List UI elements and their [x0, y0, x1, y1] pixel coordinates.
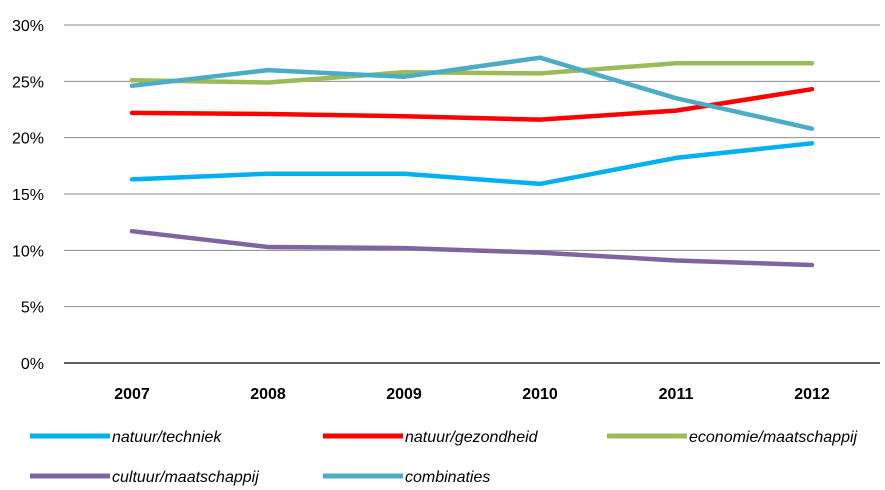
legend-label: combinaties	[405, 469, 490, 486]
y-tick-label: 5%	[21, 300, 44, 317]
series-line	[129, 61, 815, 85]
y-tick-label: 15%	[12, 187, 44, 204]
y-tick-label: 10%	[12, 243, 44, 260]
series-line	[129, 228, 815, 268]
legend-label: cultuur/maatschappij	[112, 469, 259, 486]
series-line	[129, 55, 815, 131]
series-line	[129, 86, 815, 122]
series-line	[129, 141, 815, 187]
x-tick-label: 2010	[522, 386, 558, 403]
x-tick-label: 2012	[794, 386, 830, 403]
y-axis-ticks: 0% 5% 10% 15% 20% 25% 30%	[12, 18, 44, 373]
y-tick-label: 25%	[12, 74, 44, 91]
series-lines	[129, 55, 815, 268]
y-tick-label: 0%	[21, 356, 44, 373]
legend-label: natuur/gezondheid	[405, 429, 539, 446]
x-axis-ticks: 2007 2008 2009 2010 2011 2012	[114, 386, 830, 403]
legend: natuur/techniek natuur/gezondheid economie…	[30, 429, 858, 486]
x-tick-label: 2009	[386, 386, 422, 403]
legend-label: natuur/techniek	[112, 429, 222, 446]
y-tick-label: 20%	[12, 131, 44, 148]
x-tick-label: 2008	[250, 386, 286, 403]
y-tick-label: 30%	[12, 18, 44, 35]
gridlines	[64, 24, 880, 364]
x-tick-label: 2007	[114, 386, 150, 403]
x-tick-label: 2011	[659, 386, 694, 403]
legend-label: economie/maatschappij	[689, 429, 858, 446]
